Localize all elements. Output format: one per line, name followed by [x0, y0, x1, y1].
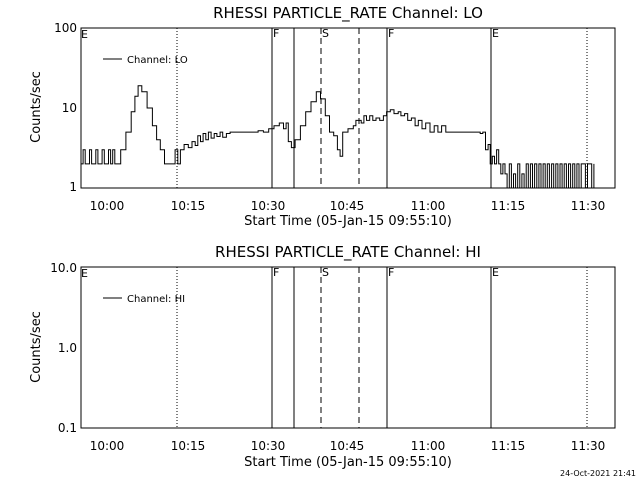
chart-panel-lo: RHESSI PARTICLE_RATE Channel: LO Counts/…: [29, 4, 616, 229]
marker-label: E: [81, 28, 88, 41]
marker-label: S: [322, 27, 329, 40]
x-ticks-lo: 10:00 10:15 10:30 10:45 11:00 11:15 11:3…: [90, 199, 606, 213]
x-axis-label-lo: Start Time (05-Jan-15 09:55:10): [244, 214, 452, 229]
x-tick-label: 10:15: [171, 199, 206, 213]
marker-label: S: [322, 266, 329, 279]
x-tick-label: 10:30: [251, 199, 286, 213]
plot-frame-lo: [80, 27, 616, 189]
y-tick-label: 1: [69, 180, 77, 194]
y-tick-label: 10.0: [50, 261, 77, 275]
legend-label: Channel: HI: [127, 294, 185, 305]
marker-label: F: [273, 27, 279, 40]
time-markers-hi: E F S F E: [81, 266, 588, 428]
x-tick-label: 11:15: [491, 199, 526, 213]
y-axis-label-lo: Counts/sec: [29, 71, 44, 143]
legend-hi: Channel: HI: [103, 294, 185, 305]
render-timestamp: 24-Oct-2021 21:41: [560, 469, 636, 478]
y-tick-label: 0.1: [58, 421, 77, 435]
x-tick-label: 11:00: [411, 199, 446, 213]
x-tick-label: 10:45: [330, 199, 365, 213]
x-tick-label: 11:15: [491, 439, 526, 453]
marker-label: F: [273, 266, 279, 279]
legend-label: Channel: LO: [127, 55, 188, 66]
x-tick-label: 11:30: [571, 439, 606, 453]
marker-label: E: [492, 27, 499, 40]
y-tick-label: 100: [54, 21, 77, 35]
x-tick-label: 10:00: [90, 439, 125, 453]
x-tick-label: 10:00: [90, 199, 125, 213]
plot-frame-hi: [80, 266, 616, 429]
y-axis-label-hi: Counts/sec: [29, 311, 44, 383]
x-tick-label: 11:00: [411, 439, 446, 453]
x-axis-label-hi: Start Time (05-Jan-15 09:55:10): [244, 455, 452, 470]
marker-label: F: [388, 27, 394, 40]
marker-label: E: [81, 267, 88, 280]
chart-title-hi: RHESSI PARTICLE_RATE Channel: HI: [215, 243, 481, 262]
y-ticks-hi: 0.1 1.0 10.0: [50, 261, 77, 435]
marker-label: E: [492, 266, 499, 279]
time-markers-lo: E F S F E: [81, 27, 588, 188]
series-line-channel-lo: [81, 85, 595, 189]
x-tick-label: 10:45: [330, 439, 365, 453]
x-tick-label: 11:30: [571, 199, 606, 213]
x-tick-label: 10:30: [251, 439, 286, 453]
y-ticks-lo: 1 10 100: [54, 21, 77, 194]
marker-label: F: [388, 266, 394, 279]
x-tick-label: 10:15: [171, 439, 206, 453]
x-ticks-hi: 10:00 10:15 10:30 10:45 11:00 11:15 11:3…: [90, 439, 606, 453]
y-tick-label: 10: [62, 101, 77, 115]
y-tick-label: 1.0: [58, 341, 77, 355]
legend-lo: Channel: LO: [103, 55, 188, 66]
chart-panel-hi: RHESSI PARTICLE_RATE Channel: HI Counts/…: [29, 243, 616, 470]
chart-title-lo: RHESSI PARTICLE_RATE Channel: LO: [213, 4, 483, 23]
